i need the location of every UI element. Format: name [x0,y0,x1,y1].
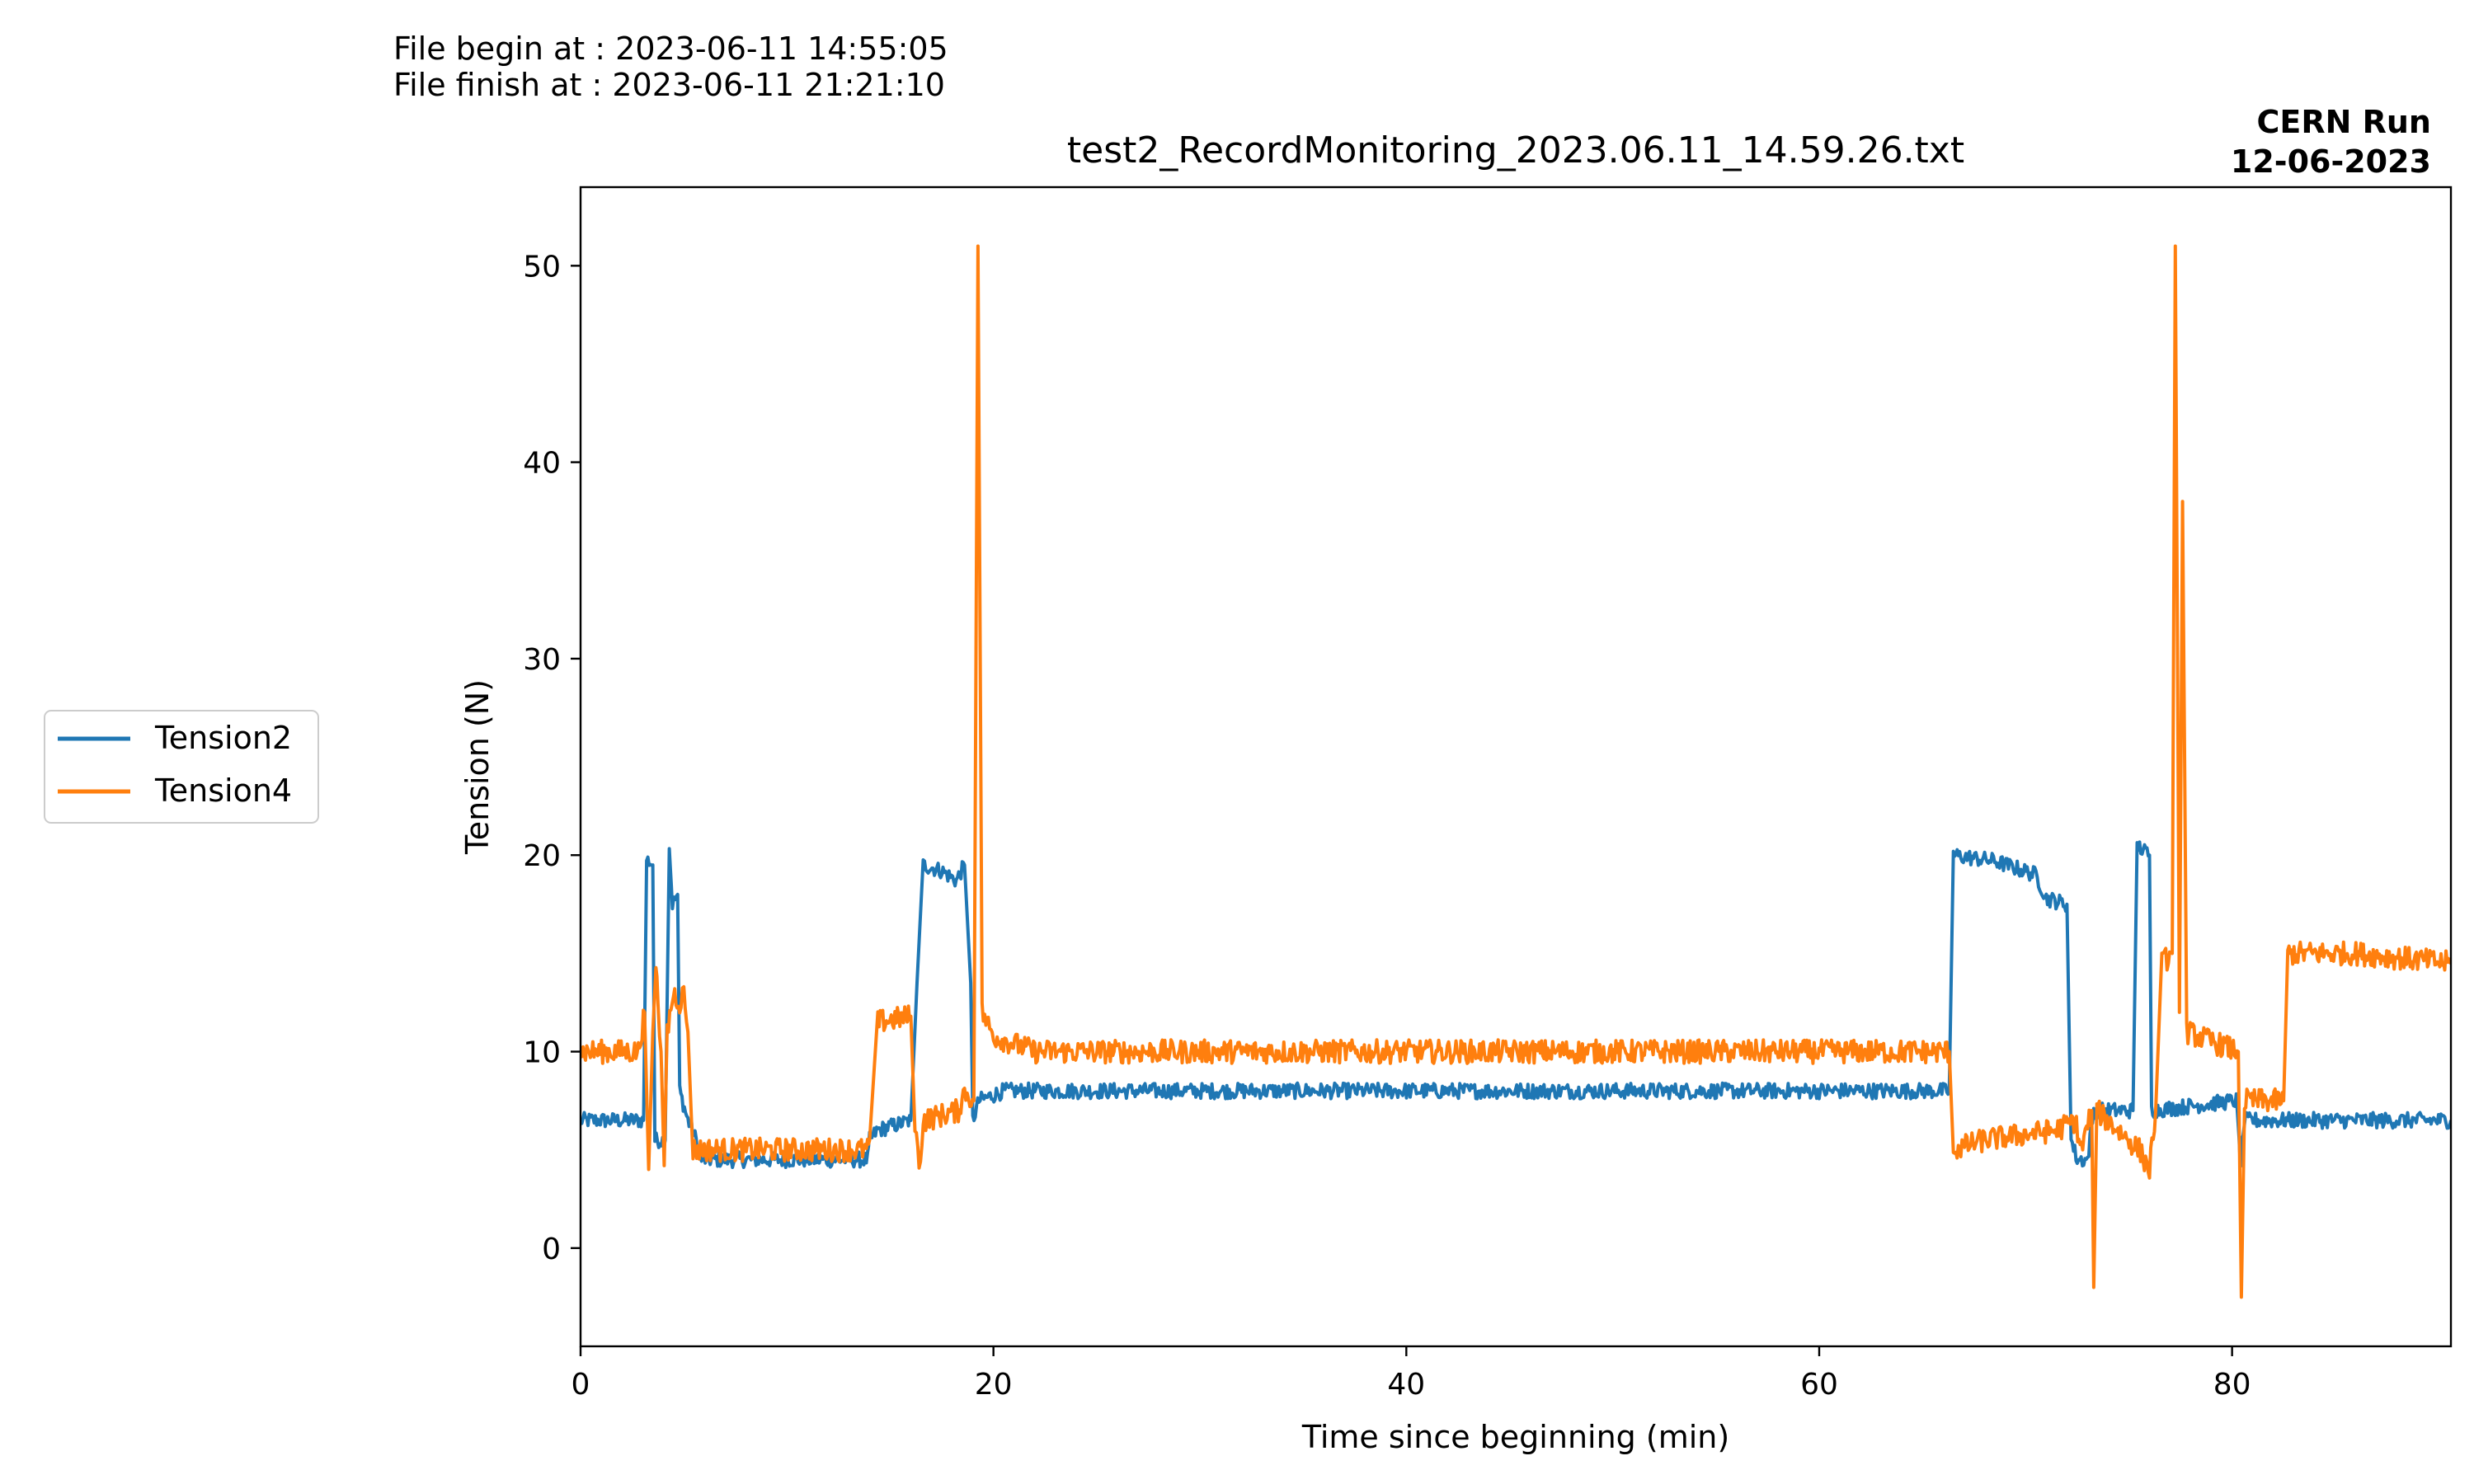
x-axis-label: Time since beginning (min) [1301,1419,1729,1455]
x-tick-label: 40 [1387,1368,1425,1402]
y-tick-label: 20 [523,839,561,873]
legend: Tension2 Tension4 [44,710,319,824]
y-tick-label: 10 [523,1036,561,1070]
run-label-line2: 12-06-2023 [2231,143,2431,180]
y-axis-label: Tension (N) [459,679,496,855]
x-tick-label: 0 [571,1368,590,1402]
run-label-line1: CERN Run [2256,104,2431,140]
series-line-tension2 [581,840,2451,1169]
legend-label-tension2: Tension2 [154,720,292,756]
x-tick-label: 60 [1800,1368,1838,1402]
y-tick-label: 30 [523,643,561,677]
plot-frame [579,186,2453,1348]
chart-title: test2_RecordMonitoring_2023.06.11_14.59.… [1067,129,1964,171]
file-begin-text: File begin at : 2023-06-11 14:55:05 [393,31,948,67]
y-tick-label: 50 [523,250,561,284]
x-tick-label: 20 [975,1368,1013,1402]
y-tick-label: 0 [542,1233,561,1266]
file-finish-text: File finish at : 2023-06-11 21:21:10 [393,67,945,103]
legend-label-tension4: Tension4 [154,773,292,809]
series-line-tension4 [581,244,2451,1299]
y-tick-label: 40 [523,447,561,481]
x-tick-label: 80 [2213,1368,2251,1402]
